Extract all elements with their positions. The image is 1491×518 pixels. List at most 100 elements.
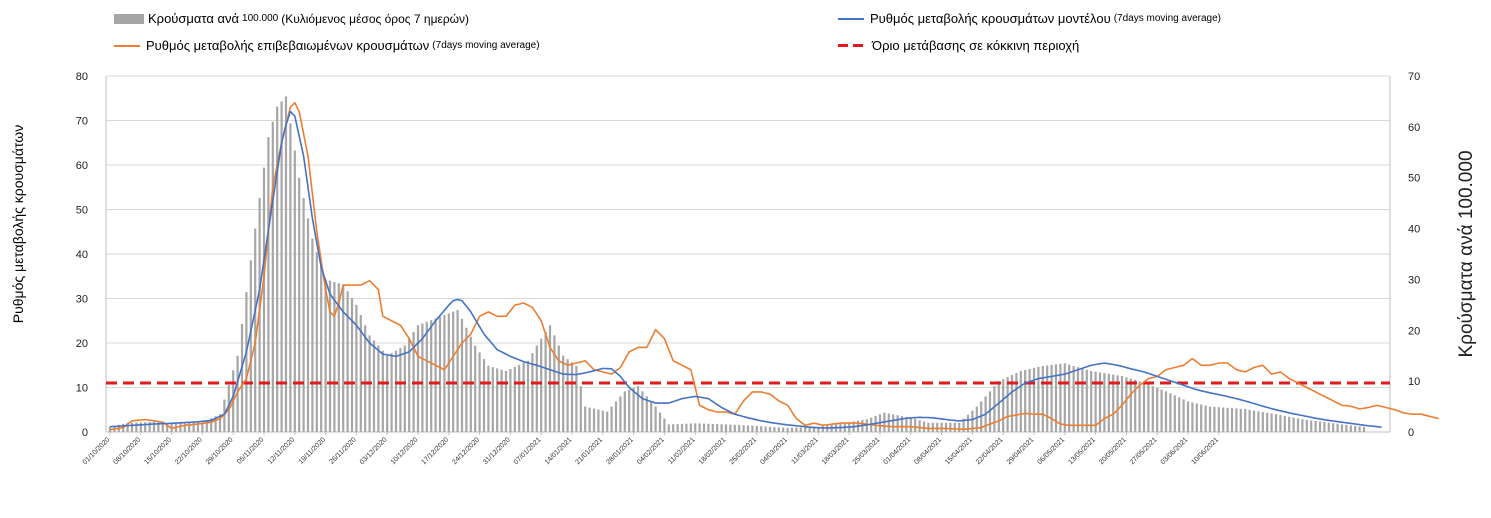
bar (408, 338, 411, 432)
bar (328, 280, 332, 432)
bar (808, 427, 811, 432)
bar (302, 198, 305, 432)
bar (997, 381, 1000, 432)
bar (993, 386, 996, 432)
bar (430, 320, 433, 432)
bar (922, 421, 926, 432)
bar (927, 422, 930, 432)
y-tick-right: 10 (1408, 376, 1420, 388)
bar (909, 417, 912, 432)
bar (350, 298, 354, 432)
bar (1046, 365, 1049, 432)
bar (1213, 406, 1216, 432)
bar (1226, 407, 1229, 432)
bar (210, 418, 213, 432)
bar (707, 423, 710, 432)
x-tick-label: 29/04/2021 (1006, 436, 1036, 466)
x-tick-label: 19/11/2020 (298, 436, 327, 465)
bar (1314, 420, 1317, 432)
bar (1169, 393, 1172, 432)
bar (276, 106, 279, 432)
bar (1336, 423, 1339, 432)
bar (953, 422, 956, 432)
x-tick-label: 13/05/2021 (1067, 436, 1097, 466)
bar (1024, 369, 1027, 432)
bar (768, 426, 772, 432)
bar (1358, 426, 1361, 432)
y-tick-left: 0 (82, 427, 88, 439)
bar (474, 345, 477, 432)
legend-model-swatch (838, 17, 864, 20)
x-tick-label: 05/11/2020 (236, 436, 265, 465)
bar (1081, 368, 1084, 432)
bar (416, 325, 420, 432)
x-tick-label: 01/10/2020 (82, 436, 112, 466)
bar (799, 427, 802, 432)
bar (522, 362, 525, 432)
legend-model-text: Ρυθμός μεταβολής κρουσμάτων μοντέλου (870, 11, 1111, 26)
bar (1235, 408, 1238, 432)
bar (1252, 410, 1256, 432)
bar (333, 281, 336, 432)
bar (1037, 366, 1040, 432)
bar (196, 422, 200, 432)
bar (1116, 375, 1119, 432)
x-tick-label: 17/12/2020 (420, 436, 450, 466)
bar (548, 325, 552, 432)
x-tick-label: 22/10/2020 (174, 436, 204, 466)
bar (491, 367, 494, 432)
bar (557, 345, 560, 432)
bar (1019, 370, 1022, 432)
bar (452, 311, 455, 432)
bar (390, 353, 393, 432)
bar (812, 427, 816, 432)
bar (636, 386, 640, 432)
bar (1098, 372, 1102, 432)
bar (1107, 373, 1110, 432)
bar (1094, 371, 1097, 432)
bar (667, 424, 670, 432)
bar (1288, 416, 1291, 432)
bar (1112, 374, 1115, 432)
bar (597, 409, 600, 432)
bar (421, 323, 424, 432)
bar (1191, 402, 1194, 432)
bar (139, 422, 142, 432)
bar (588, 407, 591, 432)
bar (1230, 408, 1234, 432)
bar (790, 427, 794, 432)
y-tick-right: 60 (1408, 122, 1420, 134)
bar (817, 426, 820, 432)
legend-confirmed-swatch (114, 44, 140, 47)
bar (1076, 367, 1080, 432)
bar (161, 422, 164, 432)
bar (324, 279, 327, 432)
bar (1125, 377, 1128, 432)
bar (931, 422, 934, 432)
legend-model-small: (7days moving average) (1113, 13, 1221, 24)
bar (443, 315, 446, 432)
bar (1059, 363, 1062, 432)
y-tick-right: 30 (1408, 274, 1420, 286)
y-tick-left: 20 (76, 338, 88, 350)
legend-confirmed-text: Ρυθμός μεταβολής επιβεβαιωμένων κρουσμάτ… (146, 38, 430, 53)
bar (1050, 364, 1053, 432)
bar (513, 366, 516, 432)
bar (777, 427, 780, 432)
x-tick-label: 20/05/2021 (1098, 436, 1128, 466)
bar (1032, 367, 1036, 432)
bar (535, 345, 538, 432)
y-tick-left: 30 (76, 294, 88, 306)
bar (135, 422, 138, 432)
bar (1195, 403, 1198, 432)
bar (518, 364, 521, 432)
x-tick-label: 18/02/2021 (698, 436, 728, 466)
bar (1204, 405, 1207, 432)
bar (342, 284, 345, 432)
bar (685, 423, 688, 432)
x-tick-label: 14/01/2021 (544, 436, 574, 466)
bar (1028, 368, 1031, 432)
bar (306, 218, 310, 432)
bar (201, 422, 204, 432)
